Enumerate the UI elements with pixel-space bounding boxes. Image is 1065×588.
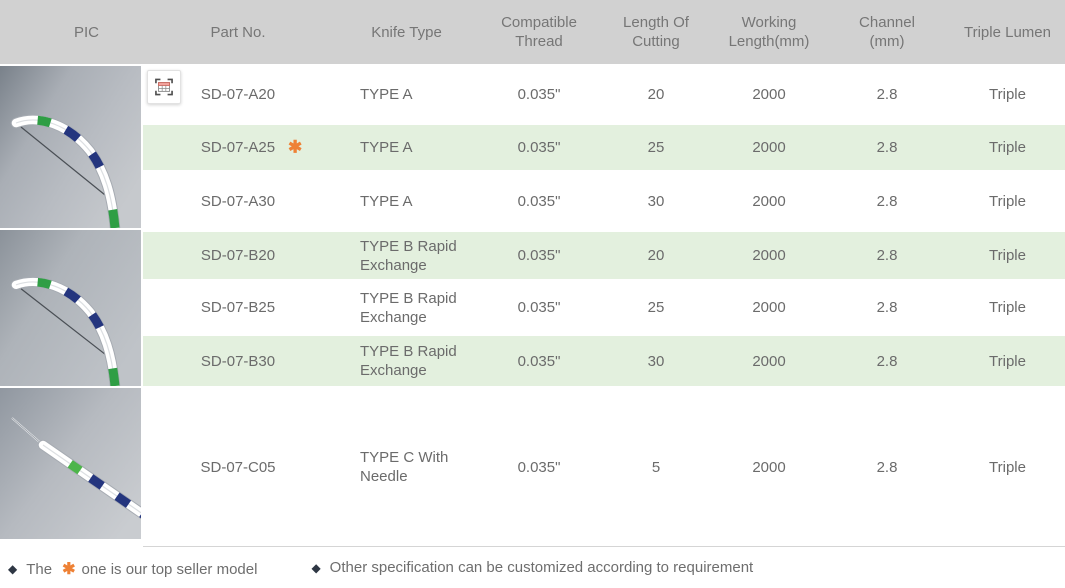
working-length-cell: 2000 [752, 247, 786, 264]
header-compatible-thread: Compatible Thread [501, 14, 577, 50]
channel-cell: 2.8 [876, 139, 898, 156]
part-no: SD-07-B20 [200, 247, 276, 264]
pic-column [0, 66, 143, 547]
length-of-cutting-cell: 5 [651, 458, 661, 476]
part-no: SD-07-A20 [200, 86, 276, 103]
note-text: The [26, 560, 53, 578]
lumen-cell: Triple [989, 247, 1026, 264]
knife-type-cell: TYPE C With Needle [333, 388, 480, 546]
working-length-cell: 2000 [752, 458, 786, 476]
note-text: Other specification can be customized ac… [329, 559, 754, 576]
length-of-cutting-cell: 20 [647, 86, 665, 103]
header-pic: PIC [73, 23, 99, 41]
top-seller-star-icon: ✱ [288, 137, 303, 157]
channel-cell: 2.8 [876, 458, 898, 476]
part-no-cell: SD-07-A20 [143, 66, 333, 123]
compatible-thread-cell: 0.035" [517, 458, 561, 476]
part-no: SD-07-B25 [200, 299, 276, 316]
working-length-cell: 2000 [752, 352, 786, 370]
lumen-cell: Triple [989, 352, 1026, 370]
part-no-cell: SD-07-A25 ✱ [143, 125, 333, 170]
part-no-cell: SD-07-C05 [143, 388, 333, 546]
working-length-cell: 2000 [752, 192, 786, 210]
header-channel: Channel (mm) [859, 14, 915, 50]
top-seller-star-icon: ✱ [62, 561, 76, 578]
knife-type: TYPE C With Needle [360, 449, 449, 485]
table-row: SD-07-A20 TYPE A 0.035" 20 2000 2.8 Trip… [143, 66, 1065, 123]
length-of-cutting-cell: 30 [647, 192, 665, 210]
table-row-highlighted: SD-07-A25 ✱ TYPE A 0.035" 25 2000 2.8 Tri… [143, 123, 1065, 172]
table-row-highlighted: SD-07-B30 TYPE B Rapid Exchange 0.035" 3… [143, 334, 1065, 388]
note-customization: ◆ Other specification can be customized … [311, 559, 757, 576]
knife-type: TYPE B Rapid Exchange [360, 343, 457, 379]
knife-type-cell: TYPE B Rapid Exchange [333, 336, 480, 386]
knife-type: TYPE A [360, 86, 413, 103]
length-of-cutting-cell: 25 [647, 299, 665, 316]
part-no-cell: SD-07-B30 [143, 336, 333, 386]
channel-cell: 2.8 [876, 299, 898, 316]
compatible-thread-cell: 0.035" [517, 192, 561, 210]
length-of-cutting-cell: 20 [647, 247, 665, 264]
header-part-no: Part No. [210, 23, 266, 41]
table-capture-icon [155, 78, 173, 96]
table-row: SD-07-A30 TYPE A 0.035" 30 2000 2.8 Trip… [143, 172, 1065, 230]
working-length-cell: 2000 [752, 86, 786, 103]
knife-type: TYPE A [360, 192, 413, 210]
catheter-photo-type-a [0, 66, 141, 228]
channel-cell: 2.8 [876, 247, 898, 264]
compatible-thread-cell: 0.035" [517, 352, 561, 370]
channel-cell: 2.8 [876, 192, 898, 210]
compatible-thread-cell: 0.035" [517, 139, 561, 156]
lumen-cell: Triple [989, 299, 1026, 316]
compatible-thread-cell: 0.035" [517, 86, 561, 103]
knife-type: TYPE B Rapid Exchange [360, 237, 457, 274]
header-working-length: Working Length(mm) [728, 14, 810, 50]
part-no: SD-07-C05 [200, 458, 276, 476]
length-of-cutting-cell: 25 [647, 139, 665, 156]
part-no-cell: SD-07-A30 [143, 172, 333, 230]
note-top-seller: ◆ The ✱ one is our top seller model [8, 559, 261, 579]
table-row-highlighted: SD-07-B20 TYPE B Rapid Exchange 0.035" 2… [143, 230, 1065, 281]
table-row: SD-07-C05 TYPE C With Needle 0.035" 5 20… [143, 388, 1065, 546]
knife-type-cell: TYPE A [333, 125, 480, 170]
lumen-cell: Triple [989, 139, 1026, 156]
diamond-bullet-icon: ◆ [8, 562, 18, 576]
table-header: PIC Part No. Knife Type Compatible Threa… [0, 0, 1065, 66]
lumen-cell: Triple [989, 192, 1026, 210]
knife-type-cell: TYPE B Rapid Exchange [333, 232, 480, 279]
diamond-bullet-icon: ◆ [311, 560, 321, 575]
table-row: SD-07-B25 TYPE B Rapid Exchange 0.035" 2… [143, 281, 1065, 334]
part-no-cell: SD-07-B20 [143, 232, 333, 279]
knife-type: TYPE A [360, 139, 413, 156]
knife-type-cell: TYPE A [333, 172, 480, 230]
knife-type-cell: TYPE A [333, 66, 480, 123]
header-length-of-cutting: Length Of Cutting [623, 14, 689, 50]
compatible-thread-cell: 0.035" [517, 247, 561, 264]
working-length-cell: 2000 [752, 299, 786, 316]
knife-type: TYPE B Rapid Exchange [360, 289, 457, 326]
header-triple-lumen: Triple Lumen [964, 23, 1051, 41]
lumen-cell: Triple [989, 86, 1026, 103]
compatible-thread-cell: 0.035" [517, 299, 561, 316]
footer-notes: ◆ The ✱ one is our top seller model ◆ Ot… [0, 547, 1065, 579]
header-knife-type: Knife Type [371, 23, 442, 41]
catheter-photo-type-b [0, 230, 141, 386]
table-capture-button[interactable] [147, 70, 181, 104]
note-text: one is our top seller model [81, 560, 258, 578]
spec-table-body: SD-07-A20 TYPE A 0.035" 20 2000 2.8 Trip… [143, 66, 1065, 547]
part-no: SD-07-A30 [200, 192, 276, 210]
part-no-cell: SD-07-B25 [143, 281, 333, 334]
length-of-cutting-cell: 30 [647, 352, 665, 370]
catheter-photo-type-c-needle [0, 388, 141, 539]
channel-cell: 2.8 [876, 86, 898, 103]
part-no: SD-07-B30 [200, 352, 276, 370]
channel-cell: 2.8 [876, 352, 898, 370]
knife-type-cell: TYPE B Rapid Exchange [333, 281, 480, 334]
lumen-cell: Triple [989, 458, 1026, 476]
working-length-cell: 2000 [752, 139, 786, 156]
part-no: SD-07-A25 [200, 139, 276, 156]
